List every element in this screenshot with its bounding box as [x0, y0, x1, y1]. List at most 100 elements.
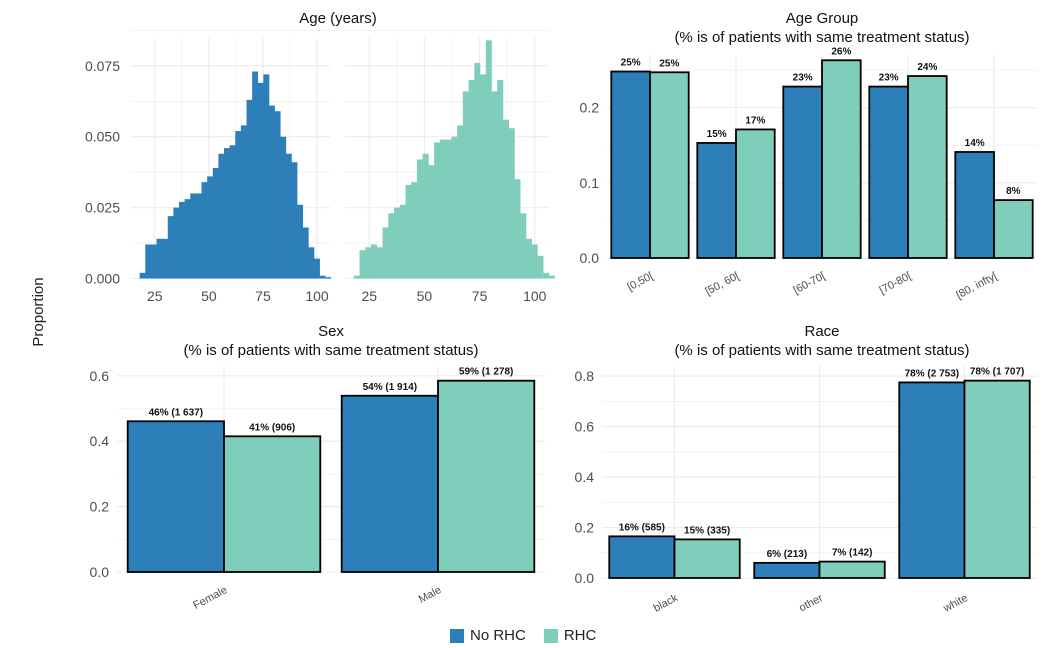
age-bin-rhc [353, 275, 360, 279]
legend-label-no-rhc: No RHC [470, 627, 526, 644]
age-bin-no-rhc [229, 145, 236, 279]
race-y-tick-label: 0.6 [575, 419, 595, 435]
sex-subtitle: (% is of patients with same treatment st… [183, 342, 478, 359]
age-bin-rhc [548, 275, 555, 279]
agegroup-bar-rhc [907, 75, 948, 259]
age-bin-rhc [480, 74, 487, 279]
age-bin-rhc [359, 250, 366, 279]
race-bar-no-rhc [898, 381, 966, 579]
age-bin-rhc [491, 91, 498, 279]
race-bar-no-rhc [608, 535, 676, 579]
age-bin-no-rhc [173, 207, 180, 279]
agegroup-bar-no-rhc [696, 142, 737, 259]
age-bin-no-rhc [325, 277, 332, 279]
agegroup-category-label: [0,50[ [625, 270, 655, 294]
age-bin-rhc [399, 204, 406, 279]
agegroup-bar-rhc [649, 71, 690, 259]
age-bin-rhc [457, 125, 464, 279]
agegroup-data-label: 8% [1006, 186, 1021, 197]
age-bin-rhc [445, 139, 452, 279]
agegroup-y-tick-label: 0.1 [580, 175, 600, 191]
age-bin-rhc [365, 247, 372, 279]
age-bin-no-rhc [269, 105, 275, 279]
agegroup-category-label: [50, 60[ [703, 270, 741, 298]
chart-agegroup: 0.0 0.1 0.2 25% 25% [0,50[15% 17% [50, 60[23% 26… [580, 46, 1037, 302]
age-bin-no-rhc [319, 275, 326, 279]
age-bin-no-rhc [212, 167, 219, 279]
age-bin-no-rhc [297, 204, 304, 279]
age-bin-no-rhc [195, 193, 202, 279]
age-bin-rhc [393, 207, 401, 279]
race-y-tick-label: 0.8 [575, 368, 595, 384]
agegroup-category-label: [70-80[ [878, 270, 914, 297]
age-bin-no-rhc [156, 238, 163, 279]
age-bin-no-rhc [263, 74, 270, 279]
agegroup-data-label: 25% [621, 58, 641, 69]
agegroup-bar-no-rhc [782, 85, 823, 259]
age-y-tick-label: 0.000 [85, 271, 120, 287]
age-bin-rhc [451, 136, 458, 279]
agegroup-data-label: 23% [879, 73, 899, 84]
age-bin-rhc [537, 255, 544, 279]
sex-category-label: Male [417, 584, 444, 606]
age-bin-no-rhc [308, 247, 315, 279]
age-bin-no-rhc [190, 193, 197, 279]
race-data-label: 78% (1 707) [970, 367, 1024, 378]
age-bin-rhc [405, 184, 412, 279]
race-bar-rhc [673, 538, 741, 579]
sex-bar-rhc [437, 379, 536, 573]
age-bin-rhc [502, 119, 510, 279]
agegroup-data-label: 14% [965, 138, 985, 149]
agegroup-bar-rhc [993, 199, 1034, 259]
agegroup-bar-rhc [821, 59, 862, 259]
agegroup-bar-rhc [735, 128, 776, 259]
age-bin-no-rhc [257, 82, 264, 279]
legend-swatch-rhc [543, 628, 558, 643]
race-y-tick-label: 0.0 [575, 570, 595, 586]
age-panel-no-rhc: 25 50 75 100 [131, 30, 332, 304]
sex-y-tick-label: 0.2 [90, 499, 110, 515]
age-bin-rhc [474, 63, 481, 279]
age-bin-rhc [388, 213, 395, 279]
age-panel-rhc: 25 50 75 100 [345, 30, 555, 304]
age-bin-rhc [371, 244, 378, 279]
agegroup-title: Age Group [786, 10, 859, 27]
age-bin-rhc [416, 159, 423, 279]
age-bin-rhc [508, 128, 515, 279]
age-y-tick-label: 0.050 [85, 129, 120, 145]
chart-age: 0.000 0.025 0.050 0.075 25 50 75 100 25 50 75 100 [85, 30, 555, 304]
agegroup-subtitle: (% is of patients with same treatment st… [674, 29, 969, 46]
age-bin-no-rhc [302, 227, 309, 279]
age-bin-rhc [485, 40, 492, 279]
age-bin-rhc [428, 165, 435, 279]
age-x-tick-label: 100 [305, 288, 329, 304]
y-axis-label: Proportion [30, 277, 47, 346]
age-bin-rhc [462, 91, 469, 279]
agegroup-category-label: [60-70[ [792, 270, 828, 297]
agegroup-bar-no-rhc [868, 85, 909, 259]
race-data-label: 6% (213) [767, 549, 808, 560]
age-bin-no-rhc [274, 111, 281, 279]
race-subtitle: (% is of patients with same treatment st… [674, 342, 969, 359]
age-title: Age (years) [299, 10, 377, 27]
agegroup-data-label: 23% [793, 73, 813, 84]
age-bin-no-rhc [313, 258, 320, 279]
race-category-label: white [941, 592, 970, 615]
race-data-label: 7% (142) [832, 548, 873, 559]
age-bin-rhc [531, 244, 538, 279]
sex-y-tick-label: 0.0 [90, 564, 110, 580]
sex-data-label: 46% (1 637) [149, 407, 203, 418]
age-x-tick-label: 75 [472, 288, 488, 304]
agegroup-data-label: 25% [659, 58, 679, 69]
agegroup-data-label: 15% [707, 129, 727, 140]
age-bin-rhc [468, 80, 475, 279]
sex-bar-no-rhc [126, 420, 225, 573]
sex-title: Sex [318, 323, 344, 340]
legend-item-no-rhc: No RHC [450, 627, 526, 644]
agegroup-data-label: 17% [745, 115, 765, 126]
age-bin-no-rhc [162, 238, 169, 279]
legend-item-rhc: RHC [543, 627, 596, 644]
age-x-tick-label: 25 [147, 288, 163, 304]
age-x-tick-label: 50 [417, 288, 433, 304]
